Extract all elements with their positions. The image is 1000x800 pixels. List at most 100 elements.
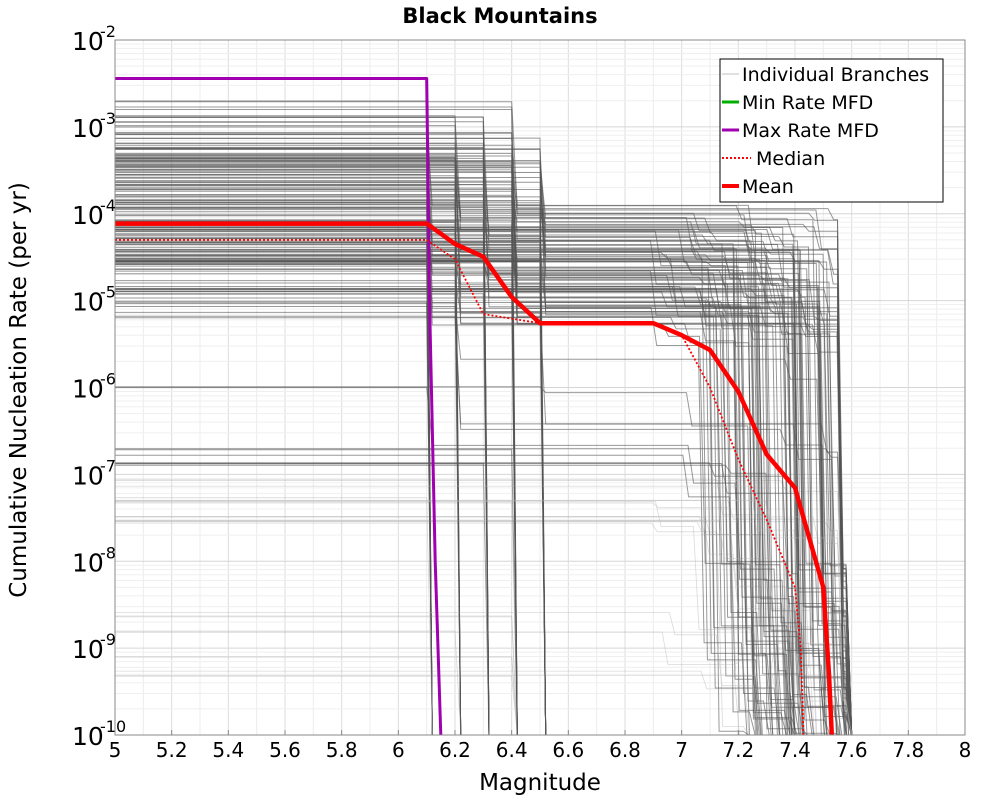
y-tick-label: 10 <box>72 201 104 230</box>
branch-line <box>115 257 547 736</box>
x-tick-label: 7.8 <box>892 738 924 762</box>
y-tick-exponent: -3 <box>100 109 116 128</box>
branch-line <box>115 612 760 736</box>
branch-line <box>115 261 547 736</box>
x-axis-ticks: 5 5.2 5.4 5.6 5.8 6 6.2 6.4 6.6 6.8 7 7.2 7.4 7.6 7.8 8 <box>109 730 972 762</box>
branch-line <box>115 497 433 736</box>
legend-box <box>719 58 944 203</box>
x-tick-label: 5 <box>109 738 122 762</box>
x-tick-label: 7 <box>675 738 688 762</box>
x-tick-label: 6.2 <box>439 738 471 762</box>
branch-line <box>115 289 792 736</box>
branch-line <box>115 293 462 736</box>
y-tick-exponent: -5 <box>100 283 116 302</box>
x-tick-label: 6.6 <box>552 738 584 762</box>
y-tick-label: 10 <box>72 27 104 56</box>
y-tick-exponent: -7 <box>100 456 116 475</box>
y-tick-label: 10 <box>72 635 104 664</box>
x-tick-label: 5.4 <box>212 738 244 762</box>
branch-line <box>115 230 763 736</box>
branch-line <box>115 301 433 736</box>
y-tick-exponent: -4 <box>100 196 116 215</box>
x-tick-label: 6 <box>392 738 405 762</box>
series-max-rate-mfd <box>115 77 443 736</box>
legend-label-max-rate: Max Rate MFD <box>742 120 879 142</box>
branch-line <box>115 521 792 736</box>
x-tick-label: 5.6 <box>269 738 301 762</box>
branch-line <box>115 185 462 736</box>
branch-line <box>115 133 804 736</box>
branch-line <box>115 616 518 736</box>
legend-label-median: Median <box>756 148 825 170</box>
x-tick-label: 7.2 <box>722 738 754 762</box>
branch-line <box>115 177 490 736</box>
x-tick-label: 8 <box>959 738 972 762</box>
branch-line <box>115 198 462 736</box>
branch-line <box>115 125 462 736</box>
y-tick-label: 10 <box>72 288 104 317</box>
y-tick-exponent: -2 <box>100 22 116 41</box>
branch-line <box>115 387 781 736</box>
branch-line <box>115 499 853 736</box>
plot-frame <box>114 39 966 736</box>
branch-line <box>115 675 518 736</box>
branch-line <box>115 160 832 736</box>
branch-line <box>115 656 518 736</box>
branch-line <box>115 159 853 736</box>
branch-line <box>115 302 433 736</box>
branch-line <box>115 501 756 736</box>
branch-line <box>115 258 781 736</box>
branch-line <box>115 200 831 736</box>
legend-label-branches: Individual Branches <box>742 64 929 86</box>
branch-line <box>115 184 800 736</box>
branch-line <box>115 273 518 736</box>
y-tick-exponent: -6 <box>100 370 116 389</box>
branch-line <box>115 449 518 736</box>
branch-line <box>115 157 462 736</box>
x-tick-label: 6.4 <box>496 738 528 762</box>
x-tick-label: 5.2 <box>156 738 188 762</box>
y-tick-exponent: -10 <box>100 717 126 736</box>
x-tick-label: 7.4 <box>779 738 811 762</box>
branch-line <box>115 226 846 736</box>
branch-line <box>115 317 547 736</box>
y-tick-label: 10 <box>72 114 104 143</box>
y-axis-label: Cumulative Nucleation Rate (per yr) <box>6 182 32 598</box>
x-tick-label: 6.8 <box>609 738 641 762</box>
branch-line <box>115 463 490 736</box>
y-tick-exponent: -8 <box>100 543 116 562</box>
branch-line <box>115 256 547 736</box>
branch-line <box>115 522 750 736</box>
branch-line <box>115 202 433 736</box>
branch-line <box>115 220 853 736</box>
branch-line <box>115 631 750 736</box>
branch-line <box>115 485 839 736</box>
branch-line <box>115 462 800 736</box>
branch-line <box>115 260 748 736</box>
branch-line <box>115 255 780 736</box>
branch-line <box>115 291 770 736</box>
legend-label-min-rate: Min Rate MFD <box>742 92 873 114</box>
y-tick-exponent: -9 <box>100 630 116 649</box>
y-tick-label: 10 <box>72 722 104 751</box>
legend: Individual Branches Min Rate MFD Max Rat… <box>719 58 944 203</box>
branch-line <box>115 516 853 736</box>
x-tick-label: 7.6 <box>836 738 868 762</box>
branch-line <box>115 630 462 736</box>
branch-line <box>115 520 793 736</box>
legend-label-mean: Mean <box>742 176 794 198</box>
branch-line <box>115 502 740 736</box>
branch-line <box>115 258 759 736</box>
branch-line <box>115 501 518 736</box>
branch-line <box>115 464 841 736</box>
branch-line <box>115 187 433 736</box>
x-tick-label: 5.8 <box>326 738 358 762</box>
series-group <box>115 77 835 736</box>
y-tick-label: 10 <box>72 375 104 404</box>
branch-line <box>115 261 547 736</box>
branch-line <box>115 261 784 736</box>
chart-title: Black Mountains <box>402 4 597 28</box>
x-axis-label: Magnitude <box>479 770 601 796</box>
